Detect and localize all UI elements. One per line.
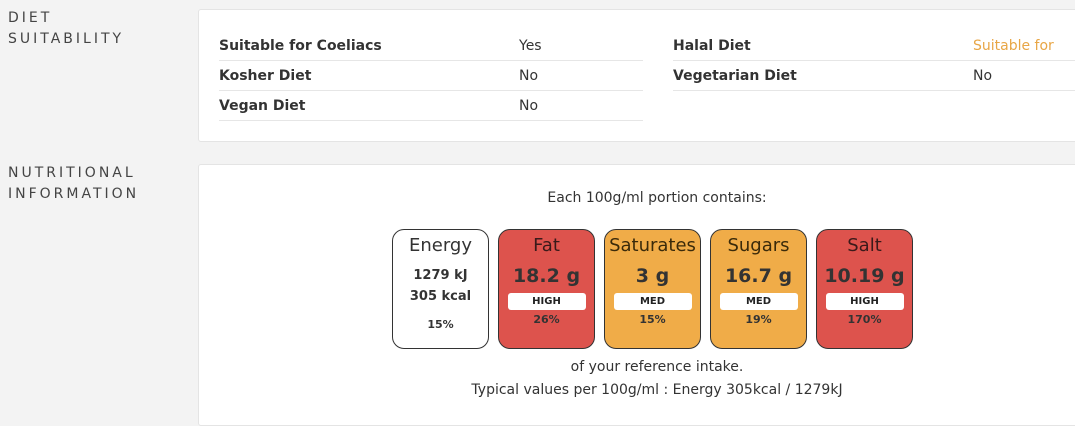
diet-value: Yes	[519, 31, 643, 61]
sugars-tile: Sugars 16.7 g MED 19%	[710, 229, 807, 349]
diet-suitability-card: Suitable for Coeliacs Yes Kosher Diet No…	[198, 9, 1075, 142]
diet-table-right: Halal Diet Suitable for Vegetarian Diet …	[673, 31, 1075, 91]
salt-level-badge: HIGH	[825, 293, 904, 310]
fat-tile: Fat 18.2 g HIGH 26%	[498, 229, 595, 349]
saturates-tile: Saturates 3 g MED 15%	[604, 229, 701, 349]
saturates-amount: 3 g	[635, 265, 670, 287]
sugars-name: Sugars	[727, 235, 790, 256]
fat-percent: 26%	[533, 313, 560, 326]
sugars-level-badge: MED	[719, 293, 798, 310]
nutrition-tiles: Energy 1279 kJ 305 kcal 15% Fat 18.2 g H…	[392, 229, 913, 349]
nutrition-heading-line-2: INFORMATION	[8, 186, 140, 202]
diet-label: Vegan Diet	[219, 90, 519, 121]
diet-value: Suitable for	[973, 31, 1075, 61]
diet-label: Kosher Diet	[219, 60, 519, 91]
nutritional-information-heading: NUTRITIONAL INFORMATION	[8, 163, 139, 205]
diet-heading-line-2: SUITABILITY	[8, 31, 125, 47]
salt-tile: Salt 10.19 g HIGH 170%	[816, 229, 913, 349]
fat-amount: 18.2 g	[512, 265, 581, 287]
diet-heading-line-1: DIET	[8, 10, 53, 26]
energy-kj: 1279 kJ	[413, 268, 468, 283]
saturates-percent: 15%	[639, 313, 666, 326]
fat-level-badge: HIGH	[507, 293, 586, 310]
diet-value: No	[519, 90, 643, 121]
saturates-name: Saturates	[609, 235, 696, 256]
portion-intro: Each 100g/ml portion contains:	[547, 190, 767, 206]
diet-suitability-heading: DIET SUITABILITY	[8, 8, 124, 50]
salt-amount: 10.19 g	[824, 265, 905, 287]
diet-label: Vegetarian Diet	[673, 60, 973, 91]
sugars-percent: 19%	[745, 313, 772, 326]
energy-name: Energy	[408, 235, 473, 256]
nutritional-information-card: Each 100g/ml portion contains: Energy 12…	[198, 164, 1075, 426]
nutrition-heading-line-1: NUTRITIONAL	[8, 165, 136, 181]
saturates-level-badge: MED	[613, 293, 692, 310]
diet-row: Vegan Diet No	[219, 90, 643, 121]
energy-percent: 15%	[427, 318, 454, 331]
diet-label: Suitable for Coeliacs	[219, 31, 519, 61]
salt-percent: 170%	[847, 313, 882, 326]
fat-name: Fat	[533, 235, 560, 256]
energy-tile: Energy 1279 kJ 305 kcal 15%	[392, 229, 489, 349]
diet-table-left: Suitable for Coeliacs Yes Kosher Diet No…	[219, 31, 643, 121]
diet-row: Halal Diet Suitable for	[673, 31, 1075, 61]
diet-row: Kosher Diet No	[219, 60, 643, 91]
diet-row: Suitable for Coeliacs Yes	[219, 31, 643, 61]
sugars-amount: 16.7 g	[724, 265, 793, 287]
diet-row: Vegetarian Diet No	[673, 60, 1075, 91]
diet-label: Halal Diet	[673, 31, 973, 61]
energy-kcal: 305 kcal	[409, 289, 472, 304]
typical-values-note: Typical values per 100g/ml : Energy 305k…	[471, 382, 843, 398]
salt-name: Salt	[847, 235, 882, 256]
diet-value: No	[519, 60, 643, 91]
diet-value: No	[973, 60, 1075, 91]
reference-intake-note: of your reference intake.	[570, 359, 744, 375]
